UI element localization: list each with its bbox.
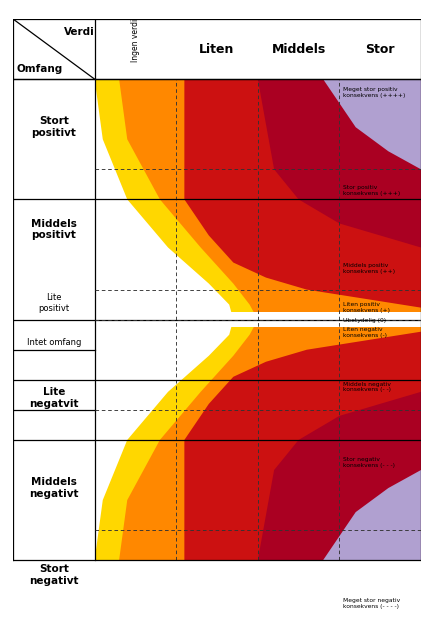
Text: Stor positiv
konsekvens (+++): Stor positiv konsekvens (+++) <box>343 185 401 196</box>
Text: Stor: Stor <box>365 42 395 56</box>
Polygon shape <box>258 392 421 560</box>
Text: Stor negativ
konsekvens (- - -): Stor negativ konsekvens (- - -) <box>343 458 395 468</box>
Text: Middels
positivt: Middels positivt <box>31 218 77 241</box>
Text: Meget stor negativ
konsekvens (- - - -): Meget stor negativ konsekvens (- - - -) <box>343 598 401 609</box>
Polygon shape <box>323 470 421 560</box>
Text: Lite
positivt: Lite positivt <box>38 293 69 313</box>
Text: Liten positiv
konsekvens (+): Liten positiv konsekvens (+) <box>343 302 391 313</box>
Text: Middels
negativt: Middels negativt <box>29 477 79 499</box>
Polygon shape <box>323 79 421 169</box>
Text: Meget stor positiv
konsekvens (++++): Meget stor positiv konsekvens (++++) <box>343 87 406 97</box>
Text: Middels positiv
konsekvens (++): Middels positiv konsekvens (++) <box>343 263 396 274</box>
Polygon shape <box>13 79 95 560</box>
Text: Ubetydelig (0): Ubetydelig (0) <box>343 318 387 323</box>
Text: Stort
positivt: Stort positivt <box>31 116 76 138</box>
Bar <box>13 19 421 79</box>
Text: Stort
negativt: Stort negativt <box>29 565 79 586</box>
Text: Middels: Middels <box>272 42 326 56</box>
Text: Liten negativ
konsekvens (-): Liten negativ konsekvens (-) <box>343 327 388 338</box>
Text: Liten: Liten <box>199 42 235 56</box>
Text: Intet omfang: Intet omfang <box>26 338 81 347</box>
Polygon shape <box>95 313 421 327</box>
Polygon shape <box>258 79 421 248</box>
Polygon shape <box>184 79 421 308</box>
Text: Middels negativ
konsekvens (- -): Middels negativ konsekvens (- -) <box>343 382 391 392</box>
Text: Ingen verdi: Ingen verdi <box>131 19 140 62</box>
Polygon shape <box>95 79 421 560</box>
Text: Omfang: Omfang <box>16 65 62 74</box>
Polygon shape <box>184 332 421 560</box>
Text: Verdi: Verdi <box>64 27 94 37</box>
Text: Lite
negatvit: Lite negatvit <box>29 387 79 409</box>
Polygon shape <box>119 79 421 560</box>
